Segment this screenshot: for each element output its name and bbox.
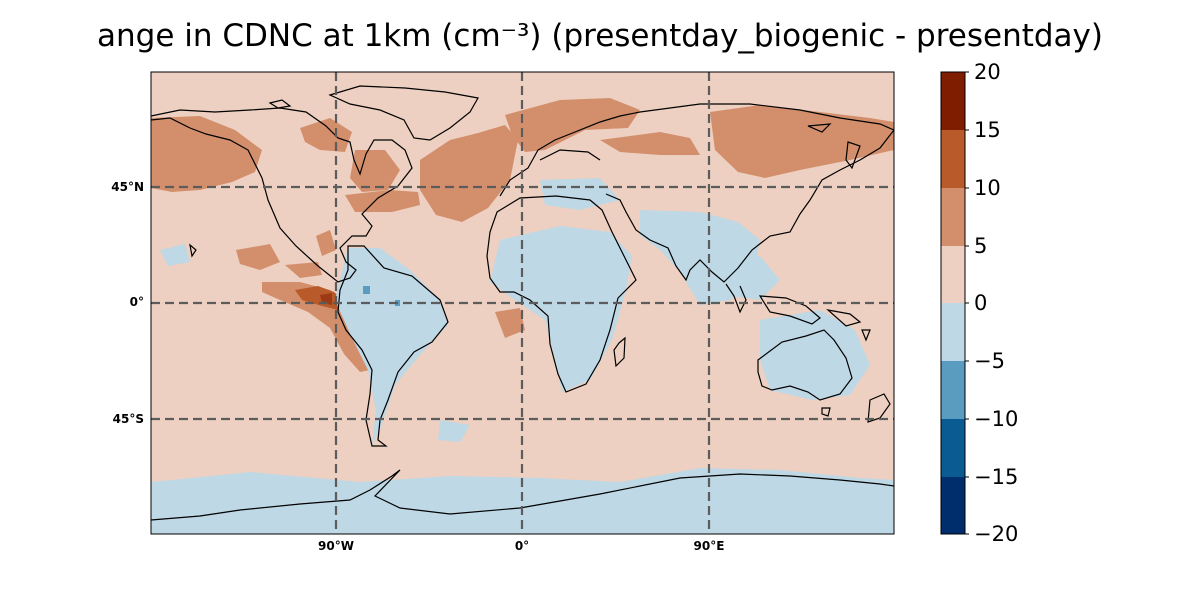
positive-anomaly-regions (151, 98, 894, 372)
colorbar-tick-label: −5 (974, 349, 1005, 373)
colorbar-band-neg5-0 (941, 303, 965, 361)
colorbar-tick-label: −10 (974, 407, 1019, 431)
colorbar-band-neg10-neg5 (941, 361, 965, 419)
map-frame (150, 71, 895, 535)
lon-label-90e: 90°E (693, 539, 725, 553)
colorbar-band-5-10 (941, 188, 965, 246)
lat-label-0: 0° (129, 295, 144, 309)
colorbar (940, 71, 969, 535)
colorbar-tick-label: −15 (974, 465, 1019, 489)
colorbar-tick-label: 10 (974, 176, 1001, 200)
colorbar-tick-label: −20 (974, 522, 1019, 546)
lat-label-45n: 45°N (111, 180, 144, 194)
lat-label-45s: 45°S (112, 412, 144, 426)
colorbar-band-neg20-neg15 (941, 477, 965, 534)
gridlines (151, 72, 894, 534)
colorbar-band-15-20 (941, 72, 965, 130)
colorbar-tick-label: 20 (974, 60, 1001, 84)
map-title: ange in CDNC at 1km (cm⁻³) (presentday_b… (97, 18, 1103, 54)
colorbar-band-10-15 (941, 130, 965, 188)
lon-label-90w: 90°W (318, 539, 354, 553)
lon-label-0: 0° (514, 539, 530, 553)
colorbar-tick-label: 0 (974, 291, 988, 315)
colorbar-band-neg15-neg10 (941, 419, 965, 477)
colorbar-tick-label: 5 (974, 234, 988, 258)
coastlines (151, 85, 894, 521)
colorbar-tick-label: 15 (974, 118, 1001, 142)
colorbar-band-0-5 (941, 246, 965, 303)
